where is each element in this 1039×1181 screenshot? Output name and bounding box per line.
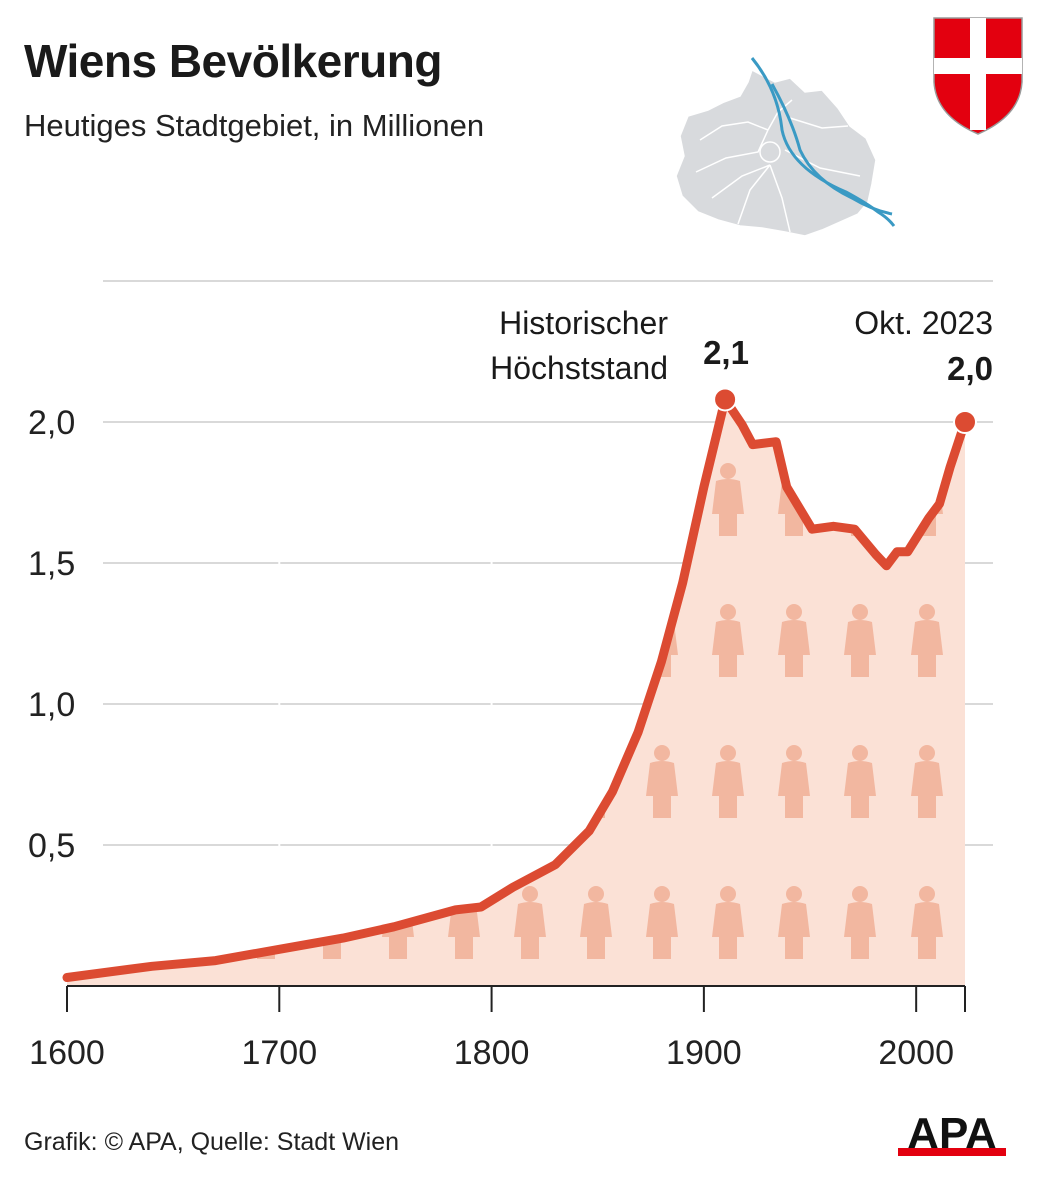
source-credit: Grafik: © APA, Quelle: Stadt Wien [24,1128,400,1156]
person-silhouette-icon-2-8 [580,604,612,677]
person-silhouette-icon-1-0 [67,745,84,818]
y-tick-label-0,5: 0,5 [28,827,75,865]
y-tick-label-1,5: 1,5 [28,545,75,583]
person-silhouette-icon-3-3 [250,463,282,536]
person-silhouette-icon-3-2 [184,463,216,536]
person-silhouette-icon-1-1 [118,745,150,818]
person-silhouette-icon-1-6 [448,745,480,818]
y-tick-label-1,0: 1,0 [28,686,75,724]
person-silhouette-icon-1-5 [382,745,414,818]
x-axis-ticks: 1600 1700 1800 1900 2000 [29,1034,954,1072]
person-silhouette-icon-3-9 [646,463,678,536]
person-silhouette-icon-0-2 [184,886,216,959]
latest-marker [953,410,977,434]
peak-label-line1: Historischer [499,305,668,341]
peak-label-line2: Höchststand [490,350,668,386]
person-silhouette-icon-2-2 [184,604,216,677]
page-subtitle: Heutiges Stadtgebiet, in Millionen [24,108,485,143]
page-title: Wiens Bevölkerung [24,35,442,87]
person-silhouette-icon-3-1 [118,463,150,536]
population-area [67,399,965,986]
x-tick-label-2000: 2000 [878,1034,954,1072]
person-silhouette-icon-2-6 [448,604,480,677]
vienna-district-map-icon [675,57,896,237]
person-silhouette-icon-3-6 [448,463,480,536]
person-silhouette-icon-2-3 [250,604,282,677]
person-silhouette-icon-2-1 [118,604,150,677]
person-silhouette-icon-2-4 [316,604,348,677]
person-silhouette-icon-3-4 [316,463,348,536]
y-tick-label-2,0: 2,0 [28,404,75,442]
person-silhouette-icon-1-7 [514,745,546,818]
person-silhouette-icon-2-5 [382,604,414,677]
x-tick-label-1800: 1800 [454,1034,530,1072]
person-silhouette-icon-3-5 [382,463,414,536]
x-tick-label-1700: 1700 [241,1034,317,1072]
person-silhouette-icon-3-0 [67,463,84,536]
x-tick-label-1600: 1600 [29,1034,105,1072]
person-silhouette-icon-3-8 [580,463,612,536]
peak-value-label: 2,1 [703,334,749,371]
apa-logo-icon: APA [898,1109,1006,1158]
vienna-coat-of-arms-icon [933,17,1023,135]
person-silhouette-icon-1-4 [316,745,348,818]
person-silhouette-icon-0-1 [118,886,150,959]
peak-marker [713,387,738,412]
x-tick-label-1900: 1900 [666,1034,742,1072]
latest-value-label: 2,0 [947,350,993,387]
latest-label: Okt. 2023 [854,305,993,341]
person-silhouette-icon-2-0 [67,604,84,677]
person-silhouette-icon-0-0 [67,886,84,959]
person-silhouette-icon-3-7 [514,463,546,536]
person-silhouette-icon-1-3 [250,745,282,818]
x-axis [66,985,966,1012]
person-silhouette-icon-2-7 [514,604,546,677]
person-silhouette-icon-1-2 [184,745,216,818]
y-axis-ticks: 0,5 1,0 1,5 2,0 [28,404,75,865]
